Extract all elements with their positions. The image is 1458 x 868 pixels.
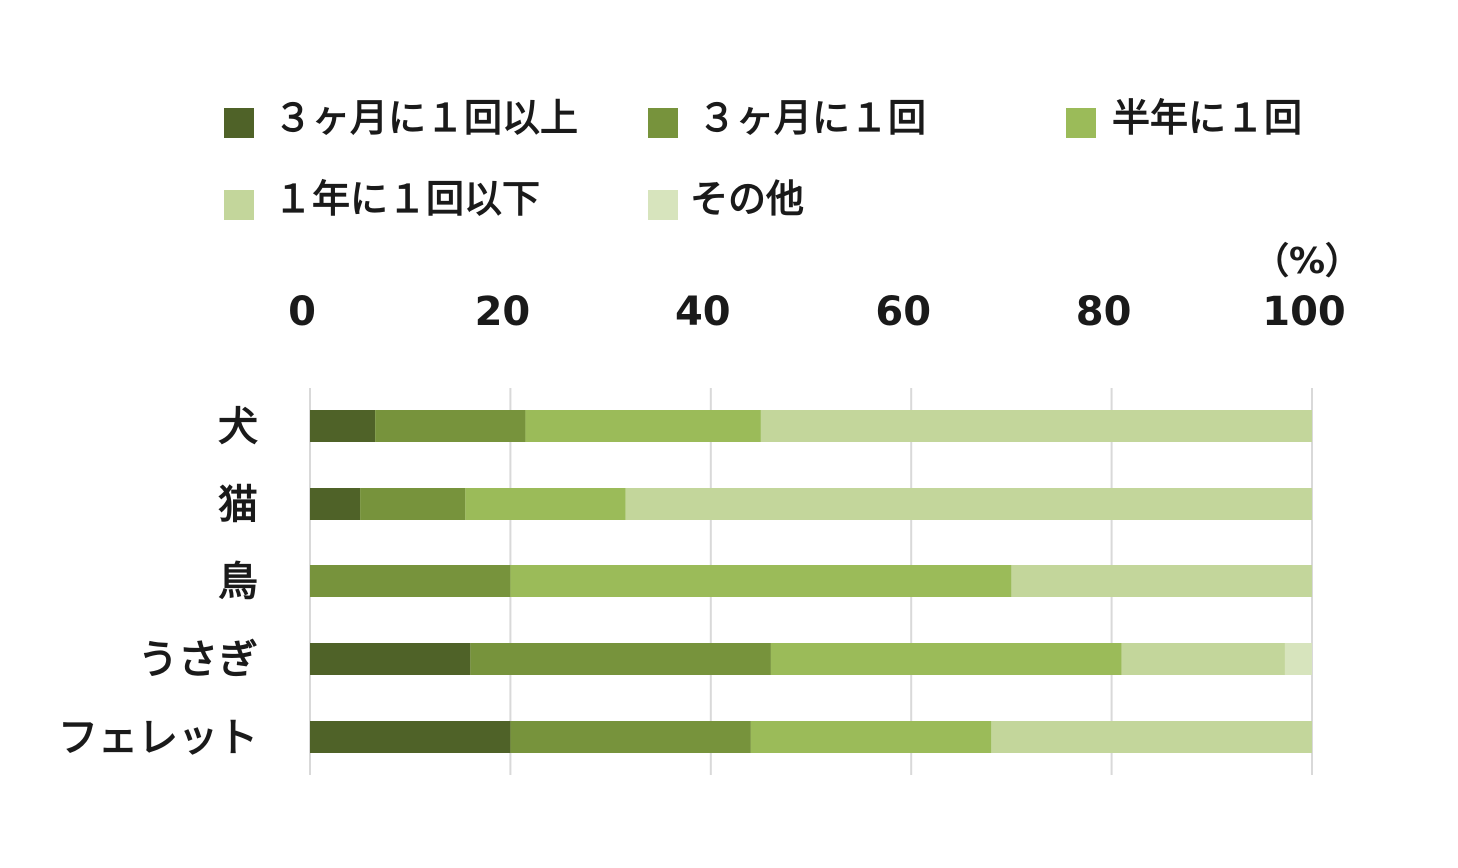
bar-segment-1-2 <box>375 410 526 442</box>
bar-segment-4-2 <box>470 643 771 675</box>
x-tick-label-20: 20 <box>475 289 531 335</box>
bar-segment-3-2 <box>310 565 511 597</box>
bar-segment-4-1 <box>310 643 471 675</box>
bar-segment-4-3 <box>770 643 1122 675</box>
bar-segment-4-5 <box>1284 643 1312 675</box>
legend-swatch-1 <box>224 108 254 138</box>
bar-segment-5-4 <box>991 721 1312 753</box>
legend-swatch-4 <box>224 190 254 220</box>
legend-label-4: １年に１回以下 <box>274 177 540 221</box>
legend-label-3: 半年に１回 <box>1112 96 1302 140</box>
bar-segment-2-3 <box>465 488 626 520</box>
x-tick-label-80: 80 <box>1076 289 1132 335</box>
x-tick-label-100: 100 <box>1262 289 1346 335</box>
bar-segment-2-2 <box>360 488 466 520</box>
legend-swatch-3 <box>1066 108 1096 138</box>
bar-segment-5-1 <box>310 721 511 753</box>
x-tick-label-40: 40 <box>675 289 731 335</box>
unit-label: （%） <box>1253 241 1361 282</box>
bar-segment-1-1 <box>310 410 376 442</box>
category-label-4: うさぎ <box>138 637 258 683</box>
category-label-2: 猫 <box>218 482 258 528</box>
bar-segment-5-2 <box>510 721 751 753</box>
legend-label-1: ３ヶ月に１回以上 <box>274 96 578 140</box>
category-label-1: 犬 <box>218 404 258 450</box>
x-tick-label-60: 60 <box>875 289 931 335</box>
category-label-3: 鳥 <box>218 559 258 605</box>
bar-segment-2-4 <box>625 488 1312 520</box>
category-label-5: フェレット <box>58 715 258 761</box>
legend-label-5: その他 <box>690 177 804 221</box>
bar-segment-1-3 <box>525 410 761 442</box>
x-axis-ticks: 0 20 40 60 80 100 <box>288 289 1346 335</box>
bar-segment-1-4 <box>760 410 1312 442</box>
legend-label-2: ３ヶ月に１回 <box>698 96 926 140</box>
legend: ３ヶ月に１回以上 ３ヶ月に１回 半年に１回 １年に１回以下 その他 <box>224 96 1302 221</box>
legend-swatch-2 <box>648 108 678 138</box>
bar-segment-4-4 <box>1121 643 1285 675</box>
bars <box>310 410 1312 753</box>
bar-segment-3-4 <box>1011 565 1312 597</box>
legend-swatch-5 <box>648 190 678 220</box>
bar-segment-5-3 <box>750 721 992 753</box>
x-tick-label-0: 0 <box>288 289 316 335</box>
bar-segment-3-3 <box>510 565 1012 597</box>
bar-segment-2-1 <box>310 488 361 520</box>
